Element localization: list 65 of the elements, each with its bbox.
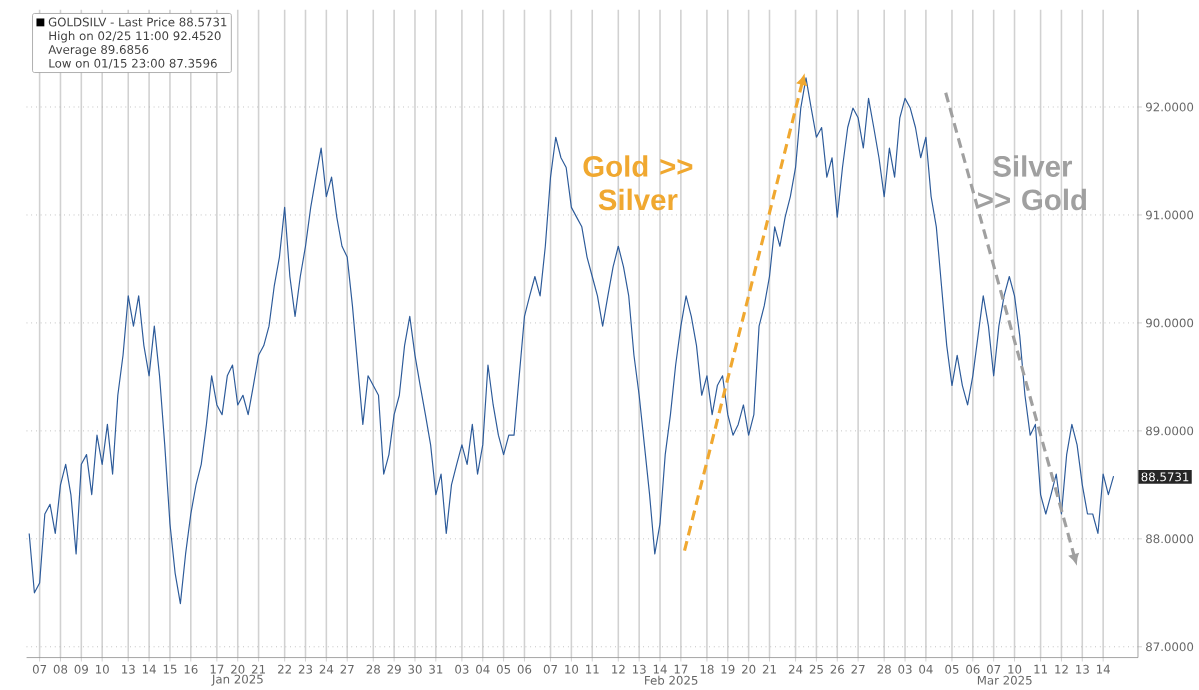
text: 88.5731 [1141,472,1189,482]
y-tick-label: 88.0000 [1146,534,1194,544]
text: Mar 2025 [977,675,1032,685]
x-tick-label: 13 [1076,664,1089,674]
x-tick-label: 05 [945,664,959,674]
x-tick-label: 06 [966,664,980,674]
text: Feb 2025 [645,675,698,685]
x-tick-label: 13 [122,664,135,674]
x-tick-label: 08 [53,664,68,674]
x-tick-label: 07 [543,664,558,674]
x-tick-label: 09 [74,664,88,674]
x-tick-label: 17 [674,664,688,674]
annotation: High on 02/25 11:00 92.4520 [49,31,221,43]
x-tick-label: 26 [830,664,845,674]
x-tick-label: 11 [1034,664,1047,674]
x-tick-label: 13 [632,664,646,674]
x-tick-label: 15 [163,664,177,674]
y-tick-label: 91.0000 [1145,210,1194,220]
text: GOLDSILV - Last Price 88.5731 [48,17,227,27]
x-tick-label: 14 [653,664,667,674]
x-tick-label: 12 [612,664,625,674]
x-tick-label: 11 [586,664,599,674]
x-tick-label: 03 [898,664,912,674]
x-tick-label: 21 [251,664,265,674]
x-tick-label: 23 [298,664,313,674]
x-tick-label: 20 [742,664,756,674]
x-tick-label: 29 [387,664,401,674]
x-tick-label: 25 [809,664,823,674]
x-tick-label: 31 [429,664,443,674]
x-tick-label: 28 [877,664,891,674]
y-tick-label: 89.0000 [1146,426,1194,436]
x-tick-label: 27 [340,664,354,674]
x-tick-label: 27 [851,664,865,674]
x-tick-label: 21 [762,664,776,674]
x-tick-label: 17 [210,664,224,674]
x-tick-label: 12 [1055,664,1068,674]
x-tick-label: 20 [231,664,245,674]
x-tick-label: 04 [919,664,933,674]
x-tick-label: 10 [565,664,579,674]
x-tick-label: 24 [788,664,803,674]
x-tick-label: 05 [496,664,511,674]
x-tick-label: 30 [408,664,422,674]
x-tick-label: 10 [95,664,109,674]
annotation: Silver >> Gold [978,155,1087,211]
x-tick-label: 07 [986,664,1001,674]
x-tick-label: 10 [1008,664,1022,674]
annotation: Gold >> Silver [583,155,693,211]
x-tick-label: 03 [455,664,469,674]
x-tick-label: 04 [476,664,490,674]
annotation: Low on 01/15 23:00 87.3596 [49,58,217,69]
x-tick-label: 07 [32,664,47,674]
x-tick-label: 19 [721,664,735,674]
x-tick-label: 24 [319,664,334,674]
text: Jan 2025 [211,674,263,686]
y-tick-label: 92.0000 [1145,102,1194,112]
annotation: Average 89.6856 [48,45,149,57]
x-tick-label: 06 [517,664,532,674]
x-tick-label: 14 [1096,664,1110,674]
x-tick-label: 22 [278,664,291,674]
y-tick-label: 87.0000 [1146,642,1194,652]
x-tick-label: 16 [184,664,198,674]
x-tick-label: 18 [700,664,714,674]
x-tick-label: 14 [142,664,156,674]
x-tick-label: 28 [366,664,380,674]
y-tick-label: 90.0000 [1145,318,1194,328]
